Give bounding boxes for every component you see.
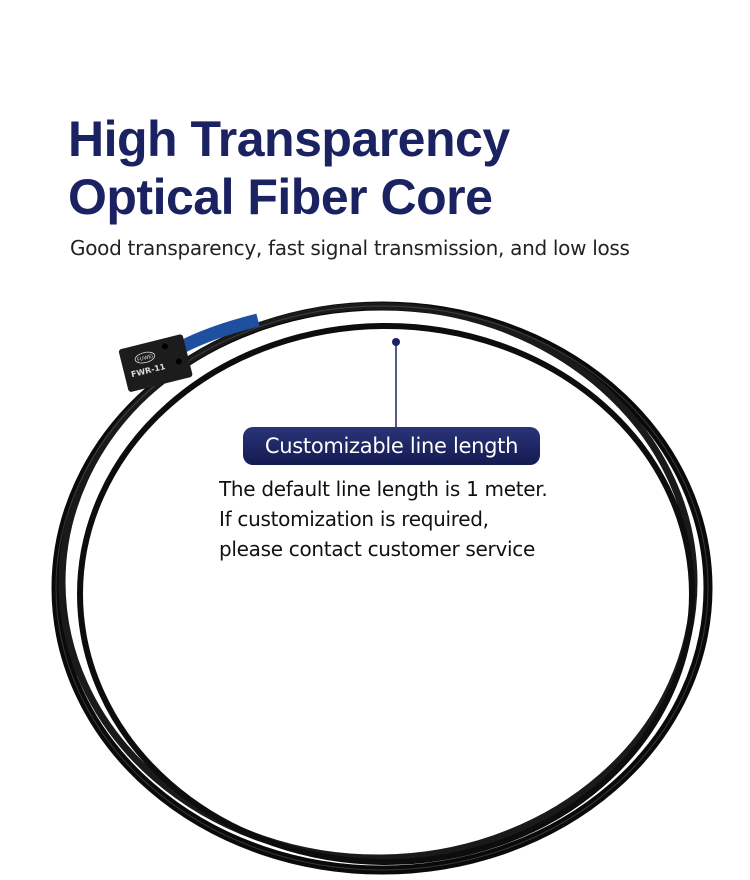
title-line-2: Optical Fiber Core (68, 169, 493, 225)
title-line-1: High Transparency (68, 111, 510, 167)
page-title: High Transparency Optical Fiber Core (68, 110, 510, 226)
desc-line: please contact customer service (219, 537, 535, 561)
callout-badge: Customizable line length (243, 427, 540, 465)
desc-line: If customization is required, (219, 507, 489, 531)
blue-sleeve (176, 313, 260, 354)
desc-line: The default line length is 1 meter. (219, 477, 548, 501)
subtitle: Good transparency, fast signal transmiss… (70, 236, 630, 260)
brand-logo: FUWEI (137, 354, 154, 364)
callout-dot (392, 338, 400, 346)
callout-description: The default line length is 1 meter. If c… (219, 474, 548, 564)
sensor-head: FUWEI FWR-11 (118, 334, 193, 392)
